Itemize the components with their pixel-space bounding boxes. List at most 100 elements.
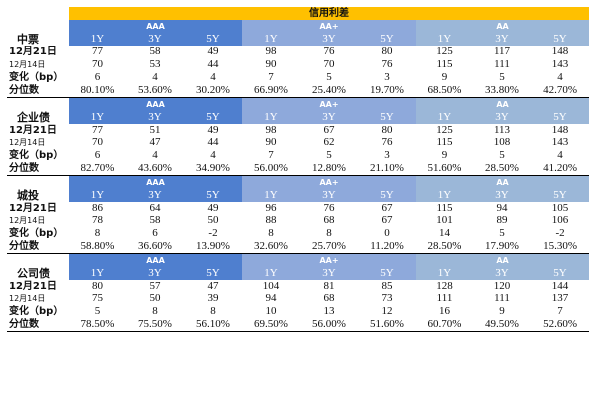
tenor-header: 5Y [358,110,416,124]
value-cell: 113 [493,123,511,136]
value-cell: 4 [557,149,563,162]
title-row: 信用利差 [7,7,590,20]
corner-cell [7,7,69,20]
value-cell: 49.50% [473,318,531,333]
value-cell: 101 [436,214,453,227]
value-cell: 9 [441,71,448,84]
row-label: 12月14日 [9,138,46,148]
value-cell: 75 [92,292,103,305]
tenor-header: 1Y [416,266,473,280]
value-cell: 50 [149,292,161,305]
date-current-row: 12月21日 80 57 47 104 81 85 128 120 144 [7,280,589,293]
group-header-row: AAA AA+ AA [7,175,590,189]
value-cell: 67 [381,214,393,227]
row-label: 变化（bp） [9,228,64,240]
value-cell: 7 [268,71,274,84]
value-cell: 80 [92,279,103,292]
value-cell: 68 [323,292,335,305]
percentile-row: 分位数 58.80% 36.60% 13.90% 32.60% 25.70% 11.20% 2… [7,240,590,255]
value-cell: 80 [381,45,393,58]
row-label: 12月21日 [9,124,57,136]
section-name: 公司债 [17,266,50,280]
value-cell: 7 [557,305,563,318]
value-cell: 117 [493,45,511,58]
percentile-row: 分位数 78.50% 75.50% 56.10% 69.50% 56.00% 51.60% 6… [7,318,590,333]
value-cell: 80 [381,123,393,136]
value-cell: 8 [152,305,158,318]
value-cell: 47 [149,136,161,149]
value-cell: 14 [439,227,450,240]
value-cell: 73 [381,292,393,305]
value-cell: 6 [152,227,158,240]
value-cell: 5 [326,71,332,84]
value-cell: 108 [493,136,511,149]
value-cell: 75.50% [126,318,184,333]
date-current-row: 12月21日 77 51 49 98 67 80 125 113 148 [7,124,589,137]
date-current-row: 12月21日 77 58 49 98 76 80 125 117 148 [7,46,589,59]
value-cell: 13 [323,305,335,318]
value-cell: 17.90% [473,240,531,255]
percentile-row: 分位数 80.10% 53.60% 30.20% 66.90% 25.40% 19.70% 6… [7,84,590,98]
value-cell: 5 [94,305,101,318]
value-cell: 81 [323,279,335,292]
tenor-header: 3Y [473,266,531,280]
value-cell: 50 [207,214,219,227]
value-cell: 76 [323,45,335,58]
tenor-row: 城投 1Y 3Y 5Y 1Y 3Y 5Y 1Y 3Y 5Y [7,188,590,202]
value-cell: 57 [149,279,161,292]
value-cell: 15.30% [531,240,590,255]
value-cell: 28.50% [416,240,473,255]
tenor-header: 5Y [531,32,590,46]
value-cell: 98 [265,123,277,136]
value-cell: 6 [94,71,101,84]
value-cell: 70 [92,58,103,71]
value-cell: 58 [149,214,161,227]
value-cell: 128 [436,279,453,292]
value-cell: 5 [326,149,332,162]
row-label: 12月14日 [9,60,46,70]
value-cell: 4 [152,149,158,162]
tenor-header: 1Y [69,188,126,202]
rating-group-header: AA [416,19,590,33]
value-cell: 82.70% [69,162,126,176]
value-cell: 111 [494,292,510,305]
credit-spread-table: 信用利差 AAA AA+ AA 中票 1Y 3Y 5Y 1Y 3Y 5Y 1Y 3Y 5Y 12月21日 7… [7,7,590,333]
tenor-header: 5Y [358,188,416,202]
tenor-header: 1Y [242,266,300,280]
value-cell: 96 [265,201,277,214]
value-cell: 19.70% [358,84,416,98]
value-cell: 51.60% [416,162,473,176]
value-cell: 16 [439,305,450,318]
value-cell: 98 [265,45,277,58]
value-cell: 25.70% [300,240,358,255]
value-cell: 85 [381,279,393,292]
tenor-header: 3Y [300,188,358,202]
tenor-header: 5Y [184,266,242,280]
value-cell: 67 [323,123,335,136]
rating-group-header: AAA [69,19,242,33]
rating-group-header: AA+ [242,19,416,33]
tenor-header: 5Y [184,188,242,202]
value-cell: 137 [551,292,569,305]
value-cell: 51.60% [358,318,416,333]
value-cell: 21.10% [358,162,416,176]
tenor-header: 1Y [416,32,473,46]
value-cell: 115 [436,58,453,71]
tenor-header: 3Y [126,32,184,46]
value-cell: 144 [551,279,569,292]
date-previous-row: 12月14日 78 58 50 88 68 67 101 89 106 [7,215,589,228]
value-cell: 68.50% [416,84,473,98]
tenor-header: 1Y [416,110,473,124]
value-cell: 78.50% [69,318,126,333]
value-cell: 7 [268,149,274,162]
value-cell: 8 [268,227,274,240]
blank-cell [7,254,69,267]
value-cell: 8 [94,227,101,240]
row-label: 变化（bp） [9,306,64,318]
value-cell: 106 [551,214,569,227]
value-cell: 36.60% [126,240,184,255]
change-row: 变化（bp） 8 6 -2 8 8 0 14 5 -2 [7,227,589,240]
value-cell: 70 [92,136,103,149]
value-cell: 66.90% [242,84,300,98]
value-cell: 49 [207,45,219,58]
